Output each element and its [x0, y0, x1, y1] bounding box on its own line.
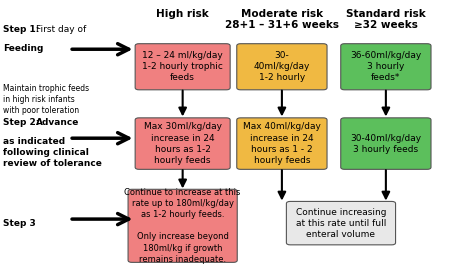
Text: Step 2:: Step 2: — [3, 118, 39, 127]
Text: Max 30ml/kg/day
increase in 24
hours as 1-2
hourly feeds: Max 30ml/kg/day increase in 24 hours as … — [144, 122, 222, 165]
Text: 12 – 24 ml/kg/day
1-2 hourly trophic
feeds: 12 – 24 ml/kg/day 1-2 hourly trophic fee… — [142, 51, 223, 82]
Text: Step 3: Step 3 — [3, 219, 36, 228]
FancyBboxPatch shape — [128, 189, 237, 262]
Text: First day of: First day of — [36, 25, 86, 34]
Text: Continue to increase at this
rate up to 180ml/kg/day
as 1-2 hourly feeds.

Only : Continue to increase at this rate up to … — [125, 188, 241, 264]
Text: 30-40ml/kg/day
3 hourly feeds: 30-40ml/kg/day 3 hourly feeds — [350, 133, 421, 154]
FancyBboxPatch shape — [237, 44, 327, 90]
Text: Max 40ml/kg/day
increase in 24
hours as 1 - 2
hourly feeds: Max 40ml/kg/day increase in 24 hours as … — [243, 122, 321, 165]
Text: Step 1:: Step 1: — [3, 25, 39, 34]
FancyBboxPatch shape — [341, 118, 431, 169]
Text: 30-
40ml/kg/day
1-2 hourly: 30- 40ml/kg/day 1-2 hourly — [254, 51, 310, 82]
FancyBboxPatch shape — [135, 44, 230, 90]
Text: Moderate risk
28+1 – 31+6 weeks: Moderate risk 28+1 – 31+6 weeks — [225, 9, 339, 30]
Text: Maintain trophic feeds
in high risk infants
with poor toleration: Maintain trophic feeds in high risk infa… — [3, 84, 89, 115]
FancyBboxPatch shape — [237, 118, 327, 169]
Text: Feeding: Feeding — [3, 44, 44, 53]
FancyBboxPatch shape — [341, 44, 431, 90]
FancyBboxPatch shape — [286, 201, 396, 245]
Text: 36-60ml/kg/day
3 hourly
feeds*: 36-60ml/kg/day 3 hourly feeds* — [350, 51, 421, 82]
Text: Advance: Advance — [36, 118, 80, 127]
Text: as indicated
following clinical
review of tolerance: as indicated following clinical review o… — [3, 137, 102, 168]
Text: High risk: High risk — [156, 9, 209, 19]
FancyBboxPatch shape — [135, 118, 230, 169]
Text: Continue increasing
at this rate until full
enteral volume: Continue increasing at this rate until f… — [296, 207, 386, 239]
Text: Standard risk
≥32 weeks: Standard risk ≥32 weeks — [346, 9, 426, 30]
